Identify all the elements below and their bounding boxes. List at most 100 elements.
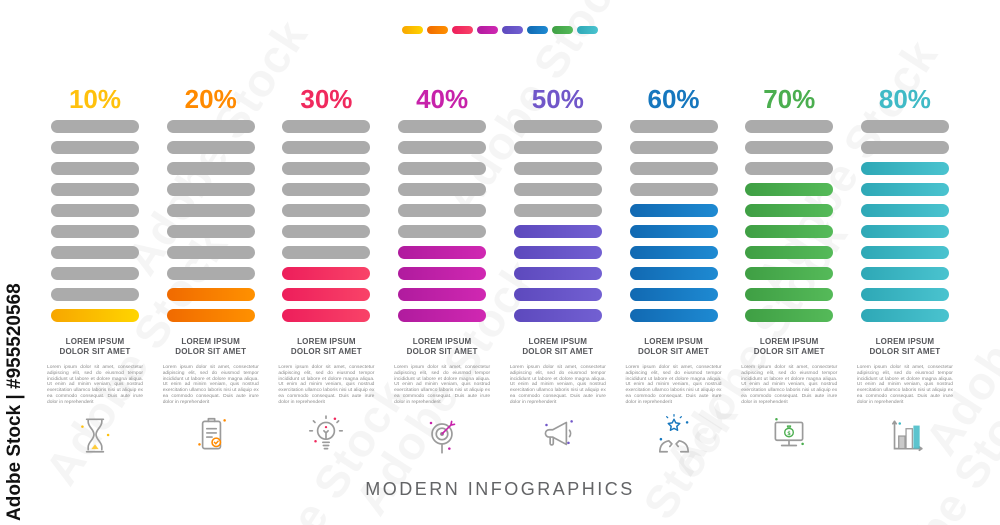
bar-segment	[629, 225, 718, 238]
bar-stack	[40, 120, 150, 322]
bar-segment	[745, 225, 834, 238]
bar-segment	[166, 309, 255, 322]
bar-segment	[166, 120, 255, 133]
bar-segment	[629, 288, 718, 301]
legend-pill	[452, 26, 473, 34]
column-title: LOREM IPSUM DOLOR SIT AMET	[406, 337, 478, 356]
bar-segment	[51, 267, 139, 280]
column-title: LOREM IPSUM DOLOR SIT AMET	[175, 337, 247, 356]
legend-pill	[552, 26, 573, 34]
bar-segment	[513, 204, 602, 217]
monitor-money-icon: $	[734, 413, 844, 457]
bar-segment	[51, 183, 139, 196]
bar-segment	[513, 225, 602, 238]
legend-pill	[427, 26, 448, 34]
bar-segment	[51, 225, 139, 238]
bar-segment	[51, 204, 139, 217]
bar-segment	[51, 309, 139, 322]
bar-segment	[282, 162, 371, 175]
bar-segment	[860, 267, 949, 280]
bar-segment	[860, 204, 949, 217]
column-body: Lorem ipsum dolor sit amet, consectetur …	[509, 365, 606, 405]
column-title: LOREM IPSUM DOLOR SIT AMET	[522, 337, 594, 356]
legend	[0, 26, 1000, 34]
bar-segment	[745, 267, 834, 280]
target-arrow-icon	[387, 413, 497, 457]
bar-segment	[282, 141, 371, 154]
column-body: Lorem ipsum dolor sit amet, consectetur …	[741, 365, 838, 405]
bar-segment	[745, 288, 834, 301]
legend-pill	[402, 26, 423, 34]
bar-segment	[51, 141, 139, 154]
bar-segment	[745, 204, 834, 217]
percent-label: 70%	[763, 84, 816, 114]
bar-segment	[166, 225, 255, 238]
column-80-percent: 80% LOREM IPSUM DOLOR SIT AMET Lorem ips…	[850, 84, 960, 457]
bar-segment	[513, 309, 602, 322]
bar-stack	[619, 120, 729, 322]
percent-label: 50%	[531, 84, 584, 114]
lightbulb-icon	[271, 413, 381, 457]
column-60-percent: 60% LOREM IPSUM DOLOR SIT AMET Lorem ips…	[619, 84, 729, 457]
column-body: Lorem ipsum dolor sit amet, consectetur …	[394, 365, 491, 405]
bar-segment	[282, 183, 371, 196]
bar-segment	[282, 120, 371, 133]
bar-segment	[513, 120, 602, 133]
bar-segment	[513, 141, 602, 154]
bar-segment	[398, 183, 487, 196]
bar-segment	[860, 162, 949, 175]
stock-watermark-label: Adobe Stock | #955520568	[4, 283, 25, 521]
column-title: LOREM IPSUM DOLOR SIT AMET	[869, 337, 941, 356]
column-title: LOREM IPSUM DOLOR SIT AMET	[59, 337, 131, 356]
bar-segment	[282, 309, 371, 322]
bar-segment	[398, 162, 487, 175]
bar-segment	[51, 246, 139, 259]
bar-stack	[156, 120, 266, 322]
hourglass-icon	[40, 413, 150, 457]
bar-segment	[282, 288, 371, 301]
bar-segment	[513, 246, 602, 259]
bar-segment	[398, 288, 487, 301]
hands-star-icon	[619, 413, 729, 457]
columns-row: 10% LOREM IPSUM DOLOR SIT AMET Lorem ips…	[40, 84, 960, 457]
bar-stack	[387, 120, 497, 322]
bar-segment	[51, 120, 139, 133]
column-50-percent: 50% LOREM IPSUM DOLOR SIT AMET Lorem ips…	[503, 84, 613, 457]
column-body: Lorem ipsum dolor sit amet, consectetur …	[162, 365, 259, 405]
bar-segment	[860, 183, 949, 196]
bar-segment	[282, 204, 371, 217]
bar-segment	[398, 267, 487, 280]
bar-segment	[513, 267, 602, 280]
percent-label: 30%	[300, 84, 353, 114]
bar-segment	[860, 246, 949, 259]
bar-segment	[398, 141, 487, 154]
column-body: Lorem ipsum dolor sit amet, consectetur …	[625, 365, 722, 405]
bar-segment	[282, 246, 371, 259]
bar-segment	[166, 162, 255, 175]
bar-segment	[398, 120, 487, 133]
bar-stack	[850, 120, 960, 322]
bar-segment	[745, 309, 834, 322]
bar-segment	[860, 225, 949, 238]
legend-pill	[527, 26, 548, 34]
bar-segment	[629, 246, 718, 259]
bar-segment	[629, 120, 718, 133]
bar-segment	[745, 246, 834, 259]
bar-segment	[51, 162, 139, 175]
column-70-percent: 70% LOREM IPSUM DOLOR SIT AMET Lorem ips…	[734, 84, 844, 457]
bar-segment	[513, 288, 602, 301]
bar-stack	[271, 120, 381, 322]
column-title: LOREM IPSUM DOLOR SIT AMET	[638, 337, 709, 356]
bar-segment	[745, 162, 834, 175]
megaphone-icon	[503, 413, 613, 457]
bar-segment	[166, 141, 255, 154]
bar-segment	[513, 183, 602, 196]
legend-pill	[502, 26, 523, 34]
bar-segment	[513, 162, 602, 175]
bar-stack	[734, 120, 844, 322]
bar-segment	[398, 309, 487, 322]
bar-segment	[860, 141, 949, 154]
bar-segment	[860, 288, 949, 301]
bar-segment	[629, 183, 718, 196]
